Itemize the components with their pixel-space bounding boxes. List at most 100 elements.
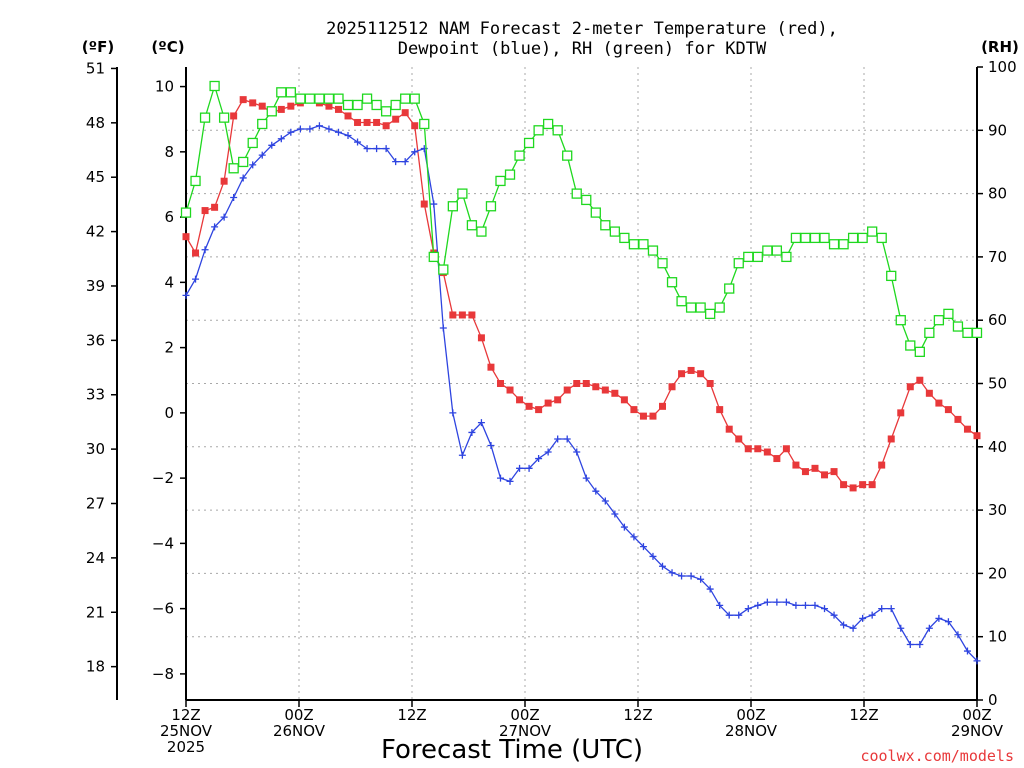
x-tick-label-top: 00Z	[962, 706, 991, 724]
x-tick-label-top: 12Z	[849, 706, 878, 724]
rh-point	[905, 340, 916, 351]
rh-tick-label: 40	[988, 438, 1007, 456]
rh-point	[581, 194, 592, 206]
fahrenheit-tick-label: 51	[86, 59, 105, 77]
rh-point	[876, 232, 887, 244]
rh-point	[342, 99, 354, 111]
rh-point	[257, 118, 268, 130]
rh-point	[666, 277, 678, 288]
rh-point	[724, 283, 735, 294]
rh-point	[285, 87, 296, 98]
temperature-point	[182, 233, 190, 241]
x-tick-label-top: 00Z	[736, 706, 765, 724]
temperature-point	[468, 311, 476, 319]
rh-point	[485, 201, 497, 212]
rh-point	[790, 232, 802, 244]
temperature-point	[973, 432, 981, 440]
rh-point	[333, 93, 344, 104]
rh-point	[828, 239, 840, 250]
temperature-point	[954, 415, 962, 423]
temperature-point	[392, 115, 400, 123]
x-tick-label-mid: 29NOV	[951, 722, 1004, 740]
temperature-point	[811, 464, 819, 472]
dewpoint-point	[430, 200, 438, 208]
rh-tick-label: 60	[988, 311, 1007, 329]
rh-point	[819, 232, 830, 244]
rh-point	[781, 251, 792, 263]
dewpoint-point	[706, 585, 714, 593]
dewpoint-point	[182, 291, 190, 299]
temperature-point	[763, 448, 771, 456]
rh-point	[304, 93, 316, 104]
rh-point	[209, 80, 220, 92]
fahrenheit-tick-label: 45	[86, 168, 105, 186]
dewpoint-point	[601, 497, 609, 505]
rh-point	[380, 106, 392, 117]
temperature-point	[649, 412, 657, 420]
dewpoint-point	[668, 569, 676, 577]
dewpoint-point	[211, 223, 219, 231]
fahrenheit-tick-label: 39	[86, 277, 105, 295]
x-tick-label-top: 00Z	[510, 706, 539, 724]
dewpoint-point	[525, 464, 533, 472]
temperature-point	[249, 99, 257, 107]
series-line	[185, 83, 977, 353]
temperature-point	[792, 461, 800, 469]
rh-point	[371, 99, 382, 111]
dewpoint-point	[449, 409, 457, 417]
temperature-point	[716, 406, 724, 414]
rh-point	[238, 156, 249, 168]
rh-point	[533, 125, 544, 136]
rh-point	[352, 99, 363, 111]
dewpoint-point	[334, 128, 342, 136]
temperature-point	[935, 399, 943, 407]
rh-point	[199, 112, 211, 123]
rh-point	[514, 150, 525, 161]
temperature-point	[906, 383, 914, 391]
temperature-point	[687, 366, 695, 374]
temperature-point	[401, 109, 409, 117]
rh-point	[400, 93, 411, 104]
temperature-point	[840, 481, 848, 489]
rh-point	[523, 137, 535, 149]
dewpoint-point	[392, 158, 400, 166]
tick-labels: 5148454239363330272421181086420−2−4−6−81…	[86, 58, 1017, 756]
dewpoint-point	[897, 624, 905, 632]
rh-point	[752, 251, 763, 263]
temperature-point	[211, 203, 219, 211]
chart-axes	[111, 66, 983, 707]
dewpoint-point	[487, 441, 495, 449]
rh-point	[809, 232, 821, 244]
rh-tick-label: 10	[988, 628, 1007, 646]
series-2-meter-temperature	[182, 96, 981, 492]
rh-point	[857, 232, 868, 244]
x-tick-label-mid: 28NOV	[725, 722, 778, 740]
dewpoint-point	[782, 598, 790, 606]
dewpoint-point	[563, 435, 571, 443]
temperature-point	[192, 249, 200, 257]
dewpoint-point	[716, 601, 724, 609]
dewpoint-point	[916, 641, 924, 649]
dewpoint-point	[744, 605, 752, 613]
temperature-point	[868, 481, 876, 489]
temperature-point	[782, 445, 790, 453]
temperature-point	[678, 370, 686, 378]
temperature-point	[725, 425, 733, 433]
dewpoint-point	[401, 158, 409, 166]
dewpoint-point	[325, 125, 333, 133]
dewpoint-point	[296, 125, 304, 133]
rh-point	[867, 226, 878, 237]
dewpoint-point	[868, 611, 876, 619]
dewpoint-point	[554, 435, 562, 443]
dewpoint-point	[382, 145, 390, 153]
dewpoint-point	[925, 624, 933, 632]
temperature-point	[239, 96, 247, 104]
temperature-point	[859, 481, 867, 489]
temperature-point	[582, 380, 590, 387]
dewpoint-point	[792, 601, 800, 609]
dewpoint-point	[582, 474, 590, 482]
dewpoint-point	[811, 601, 819, 609]
rh-point	[847, 232, 859, 244]
celsius-tick-label: 4	[164, 273, 174, 291]
fahrenheit-tick-label: 18	[86, 658, 105, 676]
